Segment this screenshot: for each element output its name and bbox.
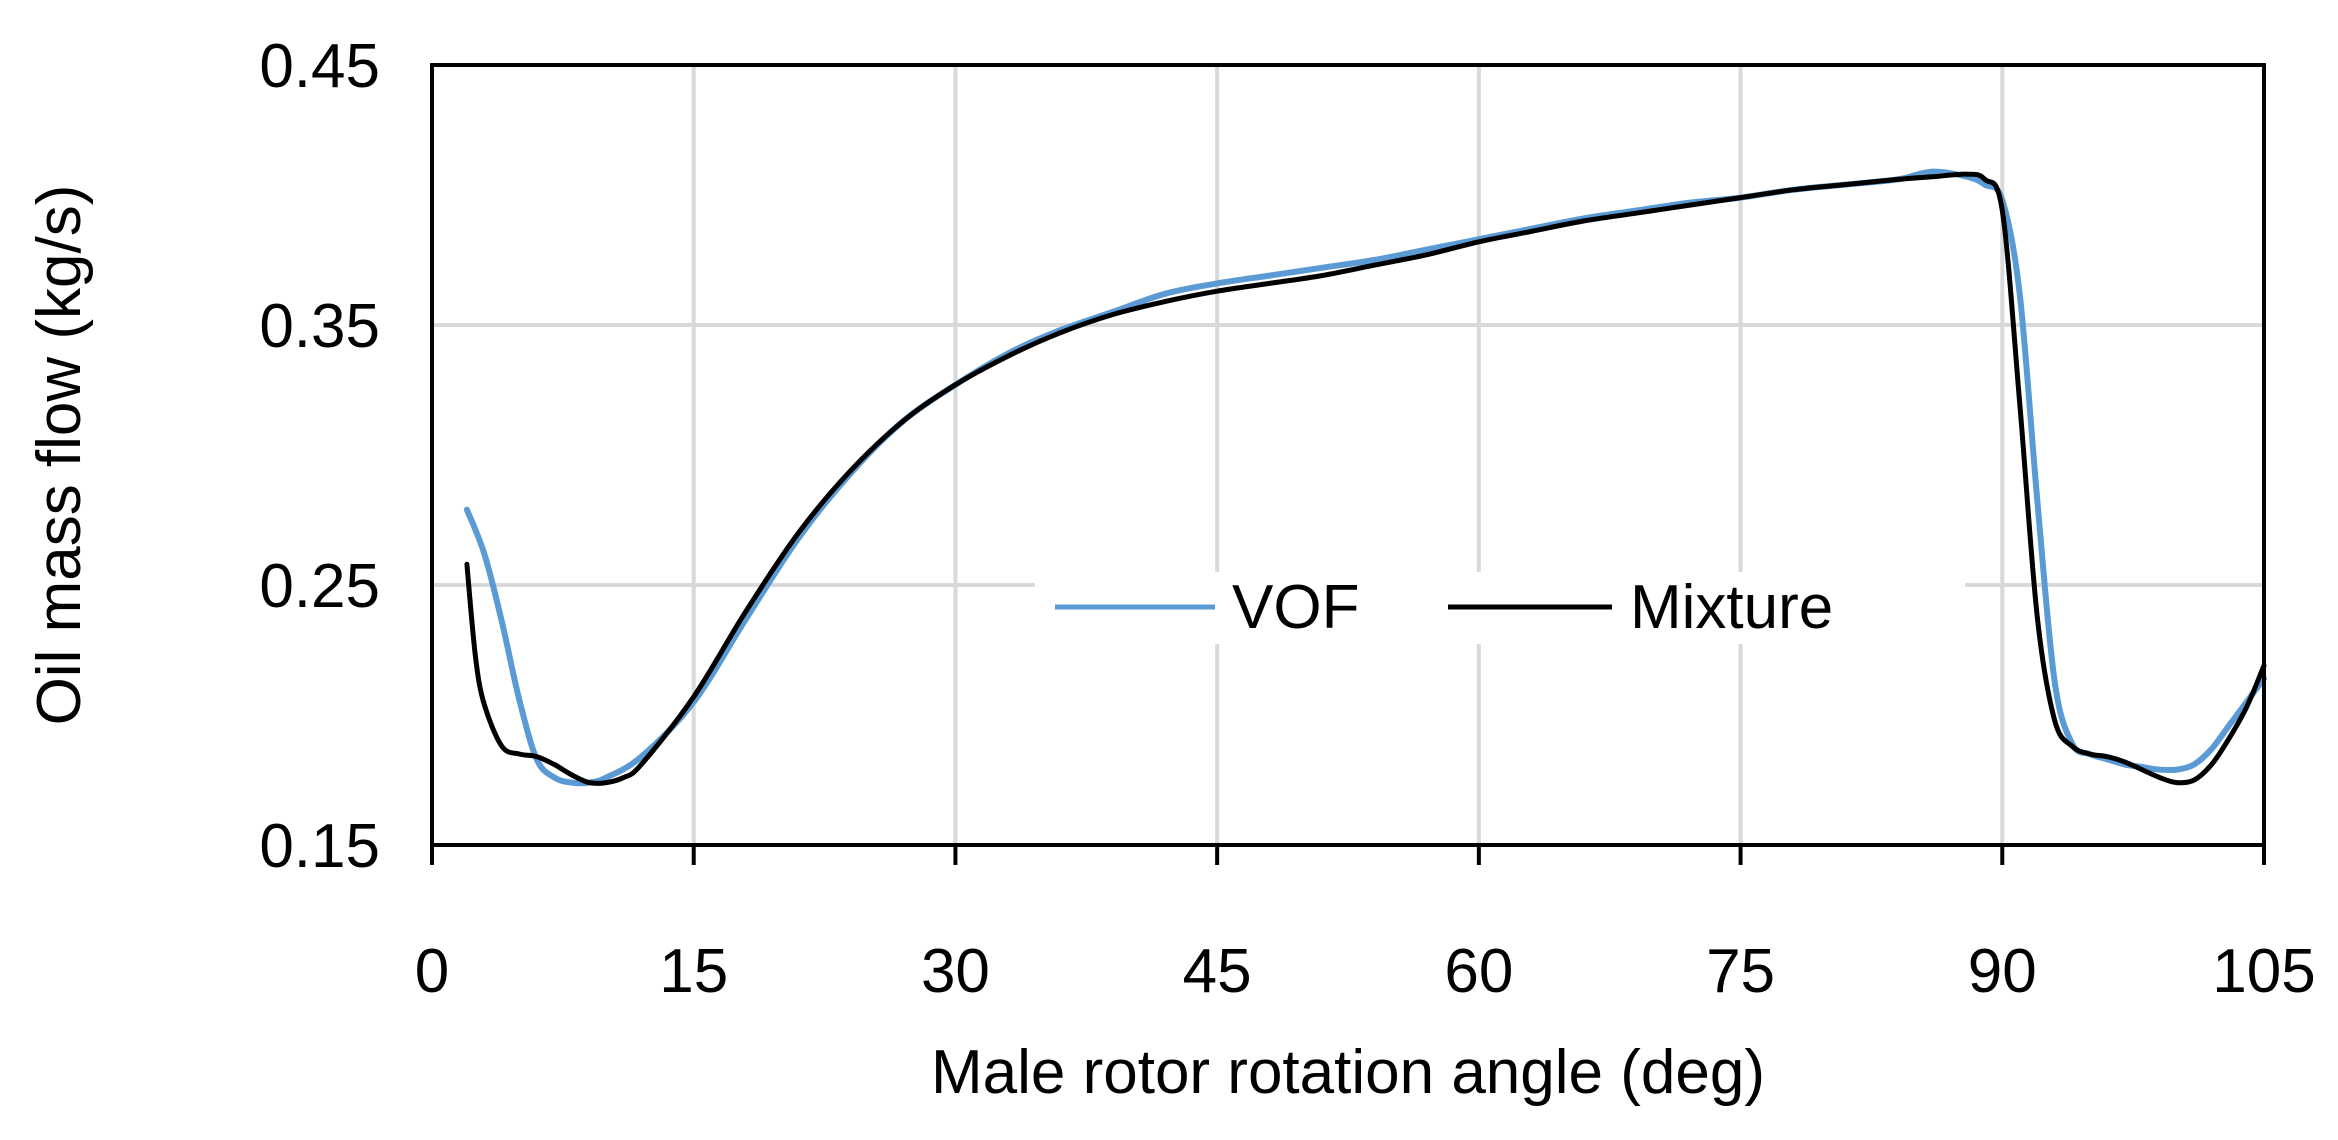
data-series [463, 168, 2267, 787]
series-line-vof [463, 168, 2267, 787]
x-tick-label-15: 15 [659, 937, 728, 1006]
x-tick-label-105: 105 [2212, 937, 2315, 1006]
x-axis-title: Male rotor rotation angle (deg) [931, 1038, 1765, 1107]
y-tick-label-0.45: 0.45 [259, 32, 380, 101]
legend-label-mixture: Mixture [1630, 573, 1833, 642]
y-tick-label-0.35: 0.35 [259, 292, 380, 361]
series-line-mixture [464, 171, 2267, 786]
x-tick-label-30: 30 [921, 937, 990, 1006]
legend-label-vof: VOF [1232, 573, 1359, 642]
x-tick-label-60: 60 [1444, 937, 1513, 1006]
tick-labels: 0 15 30 45 60 75 90 105 0.15 0.25 0.35 0.45 [259, 32, 2315, 1006]
y-axis-title: Oil mass flow (kg/s) [25, 185, 94, 726]
x-tick-label-75: 75 [1706, 937, 1775, 1006]
x-tick-label-0: 0 [415, 937, 449, 1006]
plot-area-border [430, 63, 2266, 847]
y-tick-label-0.15: 0.15 [259, 812, 380, 881]
y-tick-label-0.25: 0.25 [259, 552, 380, 621]
legend: VOF Mixture [1035, 572, 1965, 644]
x-tick-label-45: 45 [1183, 937, 1252, 1006]
axis-ticks [430, 845, 2266, 865]
x-tick-label-90: 90 [1968, 937, 2037, 1006]
